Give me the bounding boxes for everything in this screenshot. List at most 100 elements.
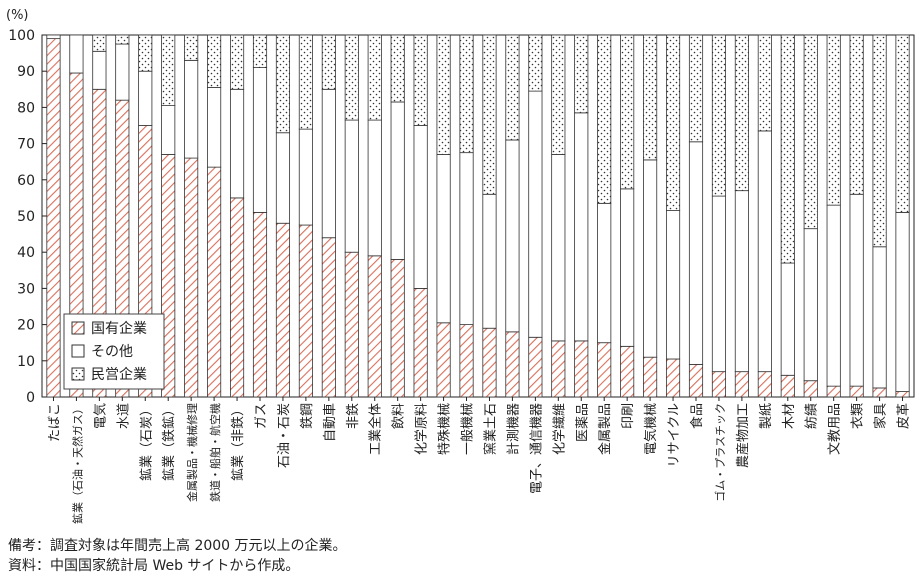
legend-item-other-label: その他: [91, 344, 133, 360]
x-tick-label: 文教用品: [827, 403, 843, 455]
x-tick-label: 鉱業（非鉄）: [230, 403, 246, 481]
bar-segment-other: [643, 159, 658, 358]
bar-segment-other: [229, 88, 245, 199]
x-tick-label: 非鉄: [346, 403, 361, 429]
bar-segment-private: [872, 34, 887, 248]
bar-segment-state: [321, 237, 336, 398]
bar-segment-private: [229, 34, 245, 90]
bar-segment-private: [551, 34, 566, 155]
bar-segment-other: [665, 210, 681, 360]
x-tick-label: ガス: [254, 403, 269, 429]
x-tick-label: 電子、通信機器: [529, 403, 544, 494]
x-tick-label: 医薬品: [575, 403, 590, 442]
x-tick-label: 特殊機械: [438, 403, 453, 455]
x-tick-label: ゴム・プラスチック: [713, 403, 727, 502]
bar-segment-private: [803, 34, 818, 230]
bar-segment-private: [138, 34, 153, 72]
y-tick-label: 20: [17, 318, 35, 334]
bar-segment-state: [46, 38, 61, 398]
x-tick-label: 衣類: [850, 403, 866, 429]
bar-segment-other: [482, 193, 497, 329]
bar-segment-private: [620, 34, 635, 190]
bar-segment-private: [528, 34, 543, 92]
bar-segment-other: [69, 34, 84, 74]
bar-segment-state: [643, 356, 658, 398]
y-tick-label: 60: [17, 173, 35, 189]
bar-segment-private: [688, 34, 704, 143]
bar-segment-state: [574, 340, 589, 398]
bar-segment-state: [849, 385, 864, 398]
bar-segment-other: [46, 34, 61, 40]
y-axis-label: (%): [6, 8, 29, 23]
bar-segment-other: [872, 246, 887, 389]
bar-segment-private: [413, 34, 428, 126]
x-tick-label: 化学繊維: [551, 403, 567, 455]
bar-segment-state: [803, 380, 818, 398]
bar-segment-other: [207, 87, 222, 168]
bar-segment-private: [574, 34, 589, 114]
bar-segment-private: [115, 34, 130, 45]
x-tick-label: 電気: [92, 403, 108, 429]
x-tick-label: 工業全体: [368, 403, 384, 455]
legend-item-state-swatch: [71, 321, 85, 335]
bar-segment-other: [252, 67, 268, 213]
bar-segment-private: [390, 34, 405, 103]
bar-segment-state: [207, 166, 222, 398]
bar-segment-other: [574, 112, 589, 342]
bar-segment-other: [757, 130, 772, 373]
y-tick-label: 100: [8, 28, 35, 44]
bar-segment-other: [413, 125, 428, 289]
bar-segment-private: [367, 34, 382, 121]
bar-segment-private: [207, 34, 222, 88]
bar-segment-other: [459, 152, 474, 325]
bar-segment-private: [597, 34, 612, 204]
bar-segment-private: [482, 34, 497, 195]
bar-segment-private: [184, 34, 199, 61]
y-tick-label: 50: [17, 209, 35, 225]
bar-segment-other: [367, 119, 382, 257]
bar-segment-other: [184, 59, 199, 159]
bar-segment-private: [895, 34, 910, 213]
bar-segment-state: [390, 259, 405, 398]
x-tick-label: 鉱業（石油・天然ガス）: [70, 403, 84, 524]
bar-segment-other: [780, 262, 795, 376]
bar-segment-other: [505, 139, 520, 333]
x-tick-label: 皮革: [897, 403, 912, 429]
x-tick-label: 農産物加工: [735, 403, 751, 468]
x-tick-label: 金属製品・機械修理: [185, 403, 199, 502]
bar-segment-state: [528, 336, 543, 398]
bar-segment-other: [597, 202, 612, 344]
bar-segment-state: [229, 197, 245, 398]
bar-segment-state: [826, 385, 841, 398]
x-tick-label: 印刷: [621, 403, 636, 429]
bar-segment-other: [92, 50, 107, 90]
x-tick-label: 石油・石炭: [277, 403, 292, 468]
bar-segment-state: [298, 224, 313, 398]
bar-segment-private: [344, 34, 359, 121]
x-tick-label: 木材: [782, 403, 797, 429]
bar-segment-private: [734, 34, 749, 192]
bar-segment-private: [780, 34, 795, 264]
x-tick-label: 鉄鋼: [300, 403, 315, 429]
bar-segment-private: [505, 34, 520, 141]
bar-segment-other: [711, 195, 727, 373]
bar-segment-private: [436, 34, 451, 155]
bar-segment-private: [757, 34, 772, 132]
bar-segment-other: [849, 193, 864, 387]
x-tick-label: 化学原料: [414, 403, 430, 455]
bar-segment-other: [321, 88, 336, 239]
bar-segment-state: [505, 331, 520, 398]
bar-segment-other: [688, 141, 704, 365]
bar-segment-state: [344, 251, 359, 398]
bar-segment-state: [688, 364, 704, 398]
x-tick-label: 一般機械: [460, 403, 476, 455]
bar-segment-state: [459, 324, 474, 398]
bar-segment-state: [711, 371, 727, 398]
x-tick-label: 飲料: [391, 403, 407, 429]
bar-segment-state: [275, 222, 291, 398]
x-tick-label: 自動車: [323, 403, 338, 442]
bar-segment-state: [367, 255, 382, 398]
bar-segment-other: [275, 132, 291, 224]
legend-item-other-swatch: [71, 344, 85, 358]
y-tick-label: 90: [17, 64, 35, 80]
